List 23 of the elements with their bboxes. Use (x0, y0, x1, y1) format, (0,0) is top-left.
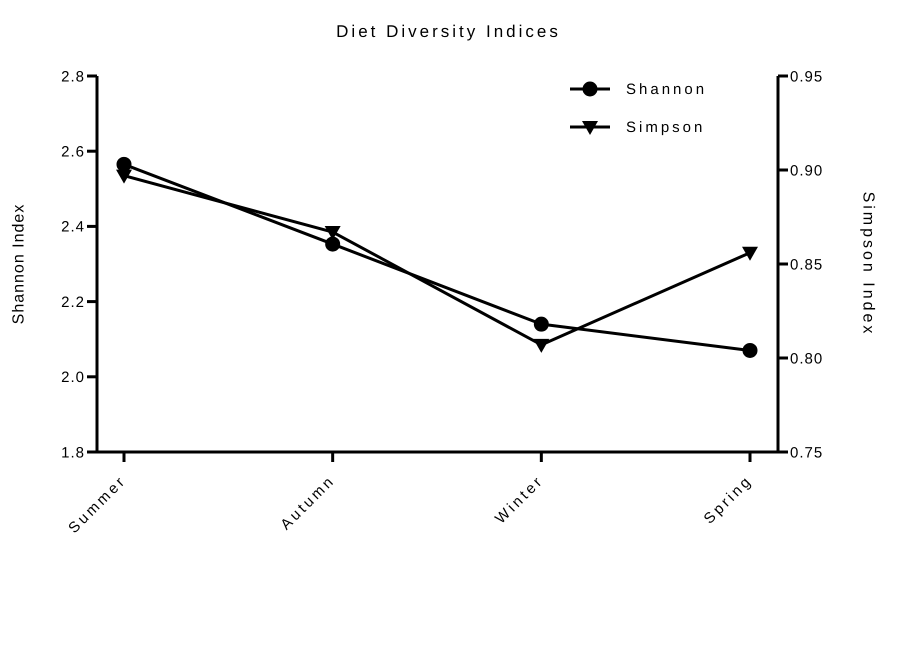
y2-tick-label: 0.90 (790, 162, 824, 180)
legend-label: Shannon (626, 80, 708, 98)
y2-axis-title: Simpson Index (859, 192, 876, 336)
point (742, 342, 758, 358)
legend-label: Simpson (626, 118, 706, 136)
y-tick-label: 1.8 (61, 444, 85, 462)
y-tick-label: 2.4 (61, 218, 85, 236)
point (742, 246, 758, 261)
y-tick-label: 2.6 (61, 144, 85, 161)
chart-title: Diet Diversity Indices (335, 22, 562, 42)
y2-tick-label: 0.75 (790, 444, 824, 462)
point (116, 156, 132, 172)
y2-tick-label: 0.95 (790, 68, 824, 86)
y-tick-label: 2.2 (61, 294, 85, 311)
point (116, 170, 132, 184)
y-tick-label: 2.8 (61, 68, 85, 86)
y2-tick-label: 0.85 (790, 256, 824, 274)
point (534, 316, 549, 332)
y2-tick-label: 0.80 (790, 350, 824, 368)
y-tick-label: 2.0 (61, 369, 85, 386)
point (533, 338, 550, 353)
y-axis-title: Shannon Index (10, 204, 28, 324)
point (325, 236, 340, 252)
